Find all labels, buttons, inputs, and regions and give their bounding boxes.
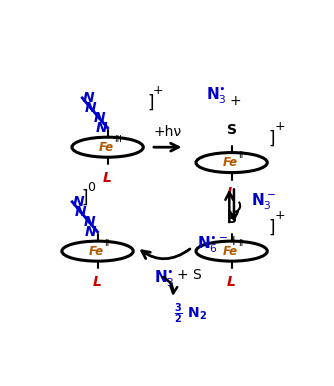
Text: II: II bbox=[105, 239, 110, 248]
Text: N: N bbox=[85, 225, 97, 239]
Text: ]: ] bbox=[269, 218, 275, 236]
Text: L: L bbox=[227, 275, 236, 289]
Text: ]: ] bbox=[269, 130, 275, 148]
Text: +: + bbox=[274, 209, 285, 222]
Text: N: N bbox=[85, 101, 97, 115]
Text: N: N bbox=[95, 121, 107, 135]
Text: S: S bbox=[227, 123, 236, 137]
Text: +hν: +hν bbox=[154, 125, 182, 139]
Text: N$_3^{\bullet}$: N$_3^{\bullet}$ bbox=[154, 268, 175, 289]
Text: +: + bbox=[274, 120, 285, 133]
Text: N$_6^{\bullet-}$: N$_6^{\bullet-}$ bbox=[196, 234, 228, 255]
Text: + S: + S bbox=[177, 268, 202, 282]
Text: Fe: Fe bbox=[99, 141, 114, 154]
Text: +: + bbox=[153, 84, 163, 97]
Text: Fe: Fe bbox=[89, 245, 104, 257]
Text: N: N bbox=[83, 91, 95, 105]
Text: +: + bbox=[227, 234, 239, 248]
Text: 0: 0 bbox=[87, 181, 95, 194]
Text: L: L bbox=[227, 186, 236, 200]
Text: L: L bbox=[103, 171, 112, 185]
Text: N: N bbox=[93, 111, 105, 125]
Text: III: III bbox=[115, 135, 123, 144]
Text: L: L bbox=[93, 275, 102, 289]
Text: S: S bbox=[227, 212, 236, 226]
Text: Fe: Fe bbox=[222, 156, 237, 169]
Text: II: II bbox=[238, 239, 244, 248]
Text: N: N bbox=[73, 195, 85, 209]
Text: ]: ] bbox=[81, 189, 88, 207]
Text: ]: ] bbox=[147, 93, 154, 112]
Text: Fe: Fe bbox=[222, 245, 237, 257]
Text: N$_3^-$: N$_3^-$ bbox=[251, 191, 276, 212]
Text: N: N bbox=[83, 215, 95, 229]
Text: N$_3^{\bullet}$: N$_3^{\bullet}$ bbox=[206, 86, 226, 107]
Text: N: N bbox=[75, 205, 87, 219]
Text: +: + bbox=[230, 94, 241, 108]
Text: II: II bbox=[238, 151, 244, 159]
Text: $\mathbf{\frac{3}{2}}$ $\mathbf{N_2}$: $\mathbf{\frac{3}{2}}$ $\mathbf{N_2}$ bbox=[174, 301, 207, 325]
